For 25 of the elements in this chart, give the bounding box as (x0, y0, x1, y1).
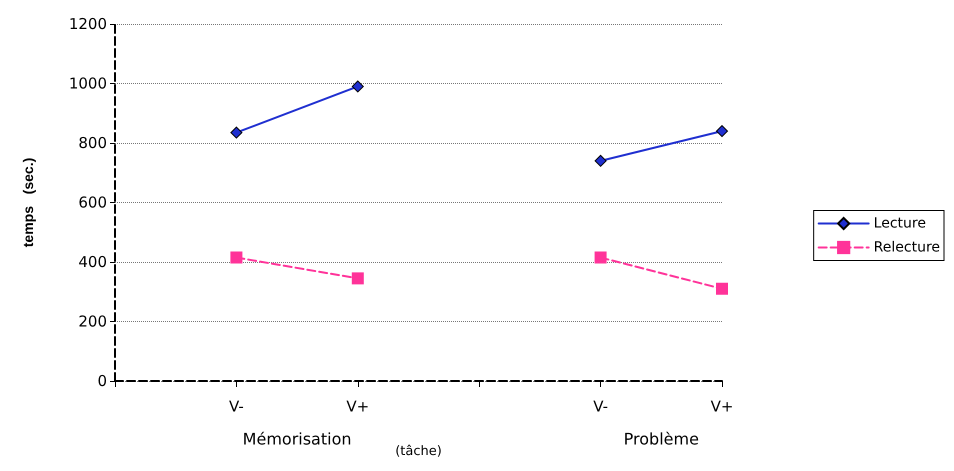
y-axis-title: temps (sec.) (20, 158, 36, 248)
x-axis-title: (tâche) (395, 444, 442, 459)
y-tick-label: 400 (78, 253, 107, 271)
y-tick-label: 1200 (68, 15, 107, 33)
point (594, 154, 607, 167)
y-tick-label: 200 (78, 312, 107, 330)
point (352, 80, 364, 92)
point (352, 272, 364, 284)
text: Problème (624, 430, 699, 448)
x-tick-label: V+ (346, 398, 370, 416)
point (230, 252, 242, 264)
x-tick-label: V- (593, 398, 608, 416)
point (716, 282, 728, 295)
x-tick-label: V- (229, 398, 244, 416)
point (594, 252, 607, 264)
text: Mémorisation (242, 430, 352, 448)
x-tick-label: V+ (710, 398, 734, 416)
y-tick-label: 800 (78, 134, 107, 152)
y-tick-label: 600 (78, 194, 107, 212)
point (716, 125, 728, 138)
y-tick-label: 0 (97, 372, 107, 390)
point (230, 126, 242, 139)
legend-label: Lecture (874, 216, 926, 232)
legend-label: Relecture (874, 240, 940, 256)
y-tick-label: 1000 (68, 74, 107, 92)
